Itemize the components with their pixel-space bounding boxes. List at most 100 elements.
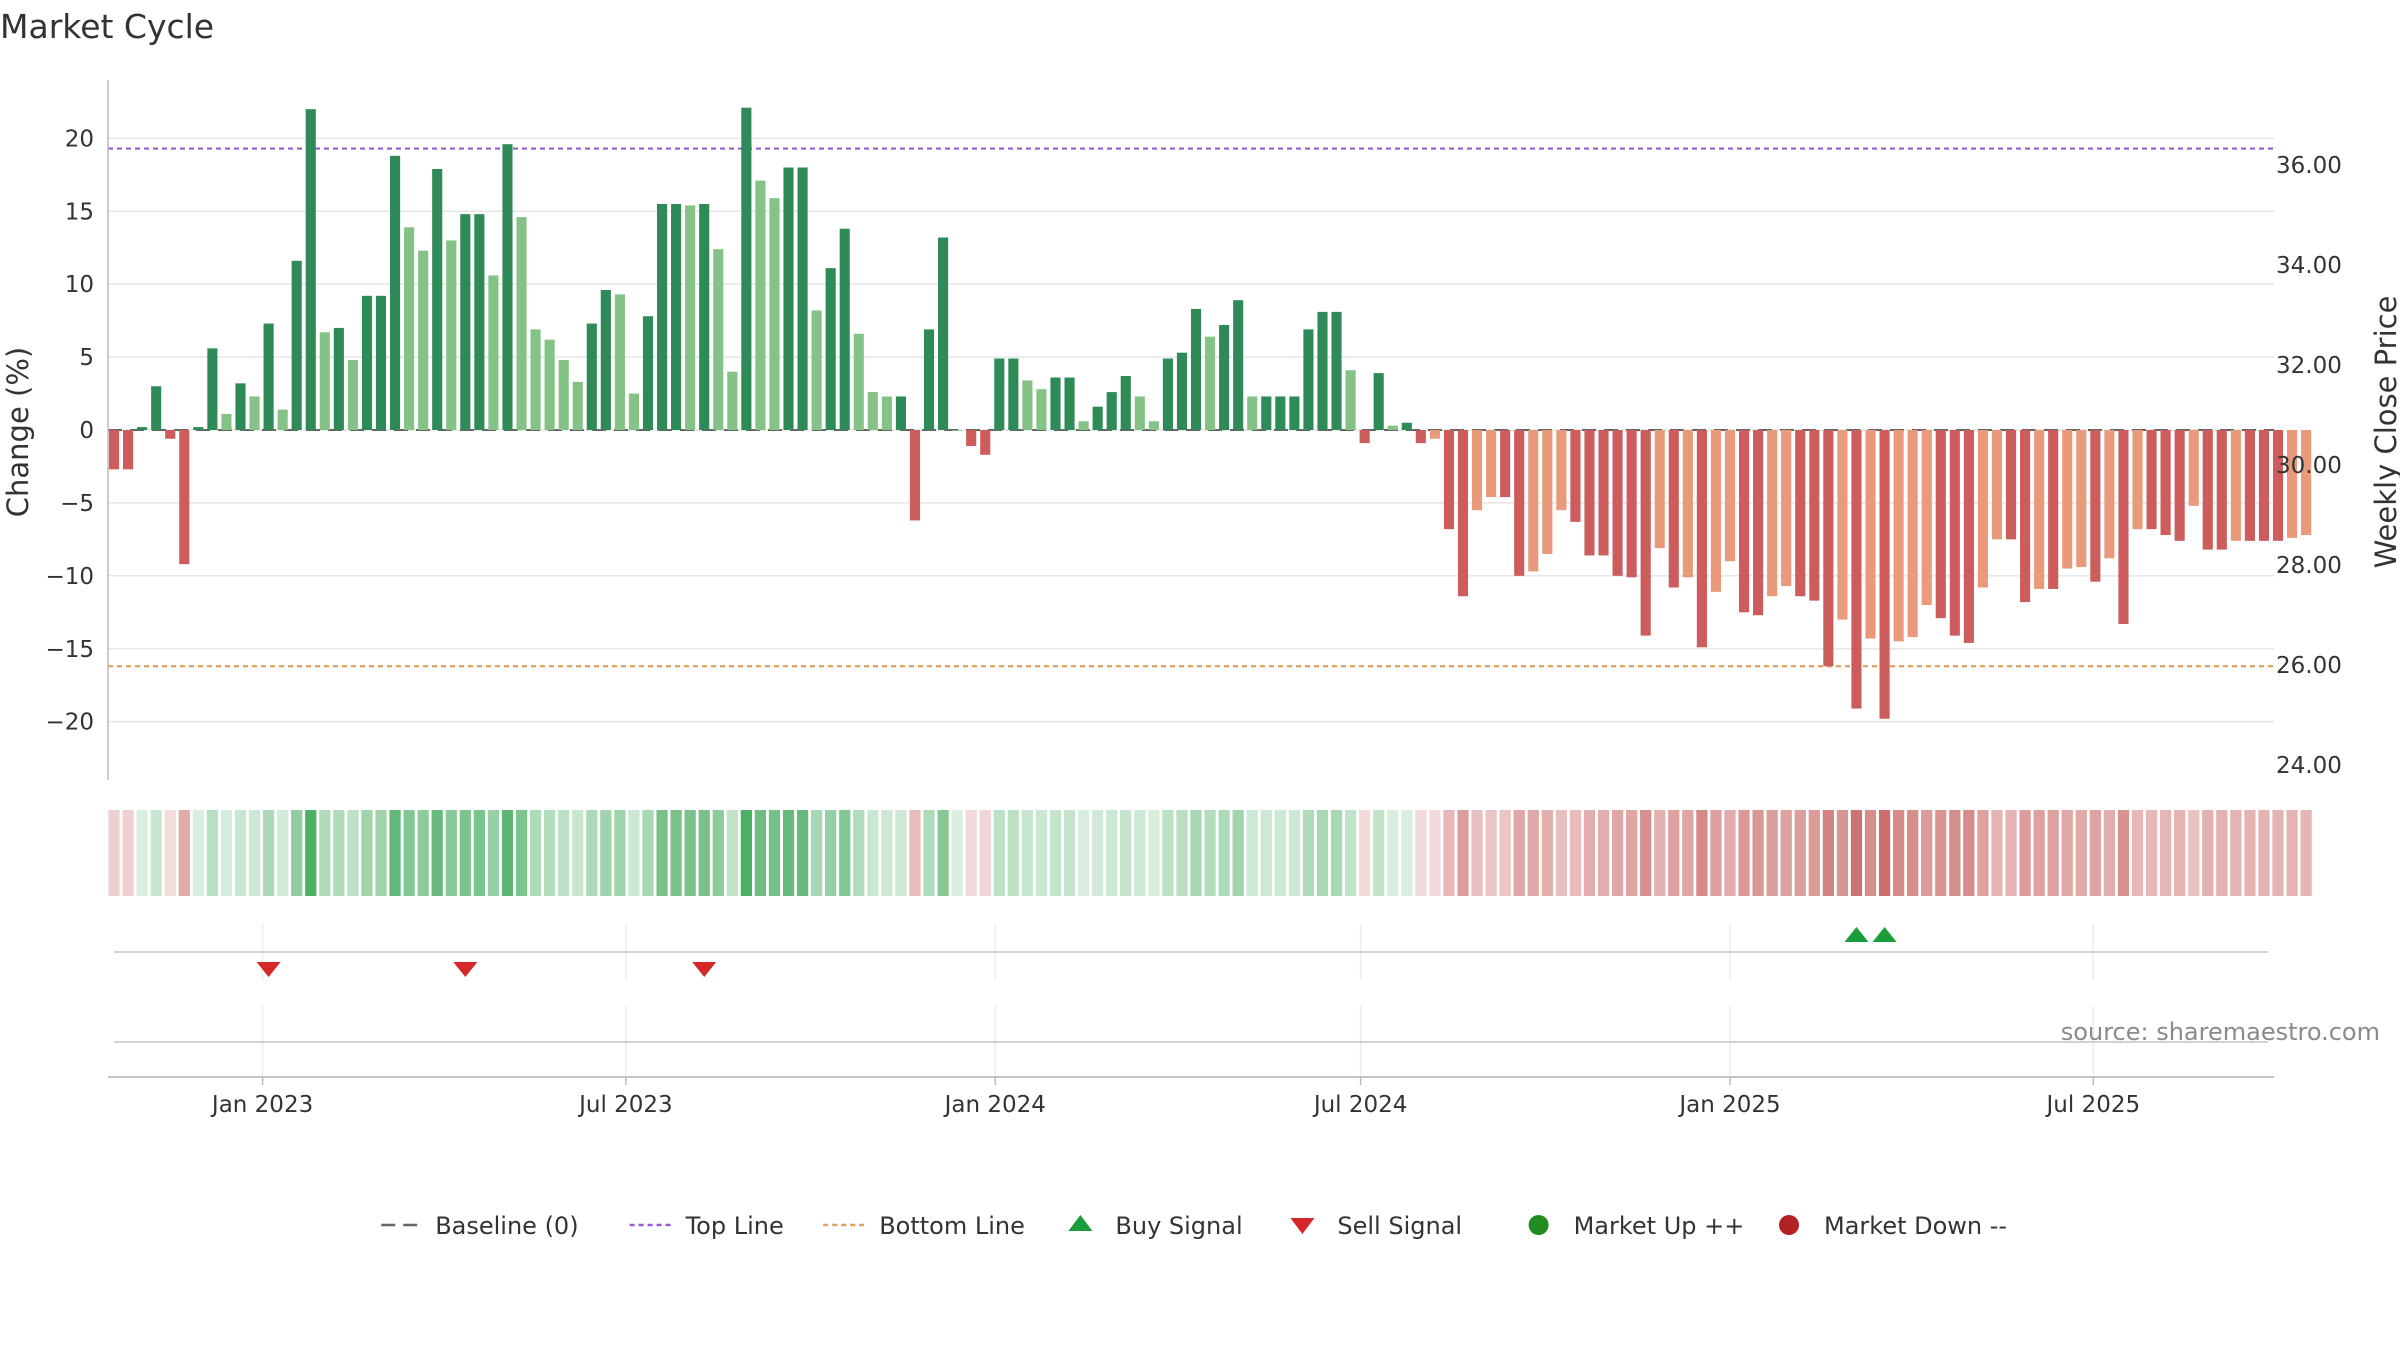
heat-cell [445,810,457,896]
heat-cell [1696,810,1708,896]
bar [446,240,457,430]
heat-cell [1611,810,1624,896]
bar [1092,406,1103,430]
heat-cell [937,810,949,896]
bar [263,323,274,430]
heat-cell [1007,810,1019,896]
y-tick-label: −10 [45,564,94,590]
heat-cell [122,810,134,896]
bar [1500,430,1511,498]
bar [558,360,569,430]
bar [319,332,330,430]
bar [502,144,513,430]
heat-cell [1485,810,1497,896]
heat-cell [2230,810,2242,896]
sell-signal-icon [1290,1218,1315,1234]
heat-cell [586,810,598,896]
bar [1373,373,1384,430]
heat-cell [2244,810,2256,896]
heat-cell [2047,810,2059,896]
heat-cell [1654,810,1666,896]
heat-cell [1162,810,1174,896]
heat-cell [810,810,823,896]
heat-cell [473,810,485,896]
bar [1514,430,1525,576]
bar [1767,430,1778,597]
heat-cell [1864,810,1877,896]
heat-cell [319,810,331,896]
bar [825,268,836,430]
bar [1078,421,1089,430]
heat-cell [136,810,148,896]
bar [1050,377,1061,430]
heat-cell [431,810,443,896]
heat-cell [628,810,640,896]
heat-cell [1330,810,1343,896]
heat-cell [1555,810,1567,896]
heat-cell [2075,810,2087,896]
heat-cell [825,810,837,896]
bar [755,180,766,430]
y-tick-label: −15 [45,637,94,663]
heat-cell [1049,810,1062,896]
heat-cell [1640,810,1652,896]
bar [1542,430,1553,554]
bar [952,430,963,431]
heat-cell [515,810,528,896]
bar [333,327,344,430]
bar [1359,430,1370,444]
bar [1022,380,1033,430]
bar [108,430,120,470]
heat-cell [1373,810,1385,896]
bar [586,323,597,430]
bar [1879,430,1890,719]
sell-signal-marker [453,962,478,977]
heat-cell [2272,810,2284,896]
bar [909,430,921,521]
heat-cell [1541,810,1553,896]
heat-cell [1120,810,1132,896]
y-tick-label: −5 [60,491,94,517]
x-tick-label: Jan 2025 [1677,1092,1780,1118]
buy-signal-marker [1872,927,1897,942]
bar [1907,430,1918,638]
bar [1977,430,1988,588]
heat-cell [895,810,907,896]
bar [1190,308,1202,430]
bar [980,430,991,455]
bar [1823,430,1834,667]
heat-cell [1626,810,1638,896]
heat-cell [2061,810,2073,896]
bar [516,217,527,430]
bar [1753,430,1764,616]
heat-cell [1892,810,1905,896]
heat-cell [1682,810,1694,896]
heat-cell [867,810,879,896]
y-tick-label: 15 [65,199,94,225]
heat-cell [1977,810,1989,896]
heat-cell [192,810,204,896]
heat-cell [1738,810,1750,896]
bar [1247,396,1258,430]
heat-cell [1513,810,1525,896]
bar [404,227,415,430]
heat-cell [248,810,261,896]
legend-label: Bottom Line [879,1212,1025,1240]
heat-cell [1288,810,1301,896]
heat-cell [1232,810,1244,896]
heat-cell [1035,810,1048,896]
heat-cell [909,810,921,896]
heat-cell [600,810,612,896]
bar [1809,430,1820,601]
heat-cell [1204,810,1216,896]
bar [1837,430,1848,620]
heat-strip [108,810,2312,896]
bar [1429,430,1440,439]
legend-label: Baseline (0) [435,1212,578,1240]
heat-cell [1134,810,1146,896]
bar [1317,311,1328,430]
bar [1275,396,1286,430]
heat-cell [529,810,542,896]
sell-signal-marker [256,962,281,977]
bar [938,237,949,430]
